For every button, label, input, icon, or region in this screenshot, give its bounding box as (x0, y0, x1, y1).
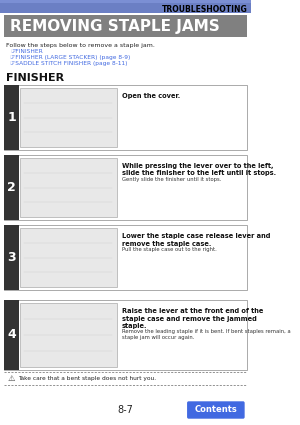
Text: 1: 1 (8, 111, 16, 124)
Text: ⚠: ⚠ (7, 374, 15, 383)
Text: Open the cover.: Open the cover. (122, 93, 180, 99)
Text: 2: 2 (8, 181, 16, 194)
Bar (4, 155, 19, 220)
Bar (4, 155, 247, 220)
Bar (4, 15, 247, 37)
Bar (4, 85, 247, 150)
Text: Contents: Contents (194, 405, 237, 414)
Text: REMOVING STAPLE JAMS: REMOVING STAPLE JAMS (10, 19, 220, 34)
Bar (20, 158, 116, 217)
Text: FINISHER: FINISHER (6, 73, 64, 83)
Text: ☞SADDLE STITCH FINISHER (page 8-11): ☞SADDLE STITCH FINISHER (page 8-11) (10, 61, 128, 66)
Bar (0, 0, 251, 13)
Text: While pressing the lever over to the left,
slide the finisher to the left until : While pressing the lever over to the lef… (122, 163, 276, 176)
Text: Follow the steps below to remove a staple jam.: Follow the steps below to remove a stapl… (6, 43, 155, 48)
Text: ☞FINISHER (LARGE STACKER) (page 8-9): ☞FINISHER (LARGE STACKER) (page 8-9) (10, 55, 130, 60)
FancyBboxPatch shape (188, 402, 244, 418)
Text: TROUBLESHOOTING: TROUBLESHOOTING (162, 5, 247, 14)
Bar (20, 88, 116, 147)
Text: 8-7: 8-7 (118, 405, 134, 415)
Text: ☞FINISHER: ☞FINISHER (10, 49, 43, 54)
Bar (20, 303, 116, 367)
Text: 3: 3 (8, 251, 16, 264)
Text: Remove the leading staple if it is bent. If bent staples remain, a
staple jam wi: Remove the leading staple if it is bent.… (122, 329, 290, 340)
Text: Gently slide the finisher until it stops.: Gently slide the finisher until it stops… (122, 177, 221, 182)
Text: Take care that a bent staple does not hurt you.: Take care that a bent staple does not hu… (18, 376, 157, 381)
Bar (4, 225, 19, 290)
Text: 4: 4 (8, 329, 16, 342)
Text: Pull the staple case out to the right.: Pull the staple case out to the right. (122, 247, 216, 252)
Bar (4, 300, 247, 370)
Bar (0, 0, 251, 3)
Bar (4, 300, 19, 370)
Bar (20, 228, 116, 287)
Bar (4, 85, 19, 150)
Bar (4, 225, 247, 290)
Text: Raise the lever at the front end of the
staple case and remove the jammed
staple: Raise the lever at the front end of the … (122, 308, 263, 329)
Text: Lower the staple case release lever and
remove the staple case.: Lower the staple case release lever and … (122, 233, 270, 246)
